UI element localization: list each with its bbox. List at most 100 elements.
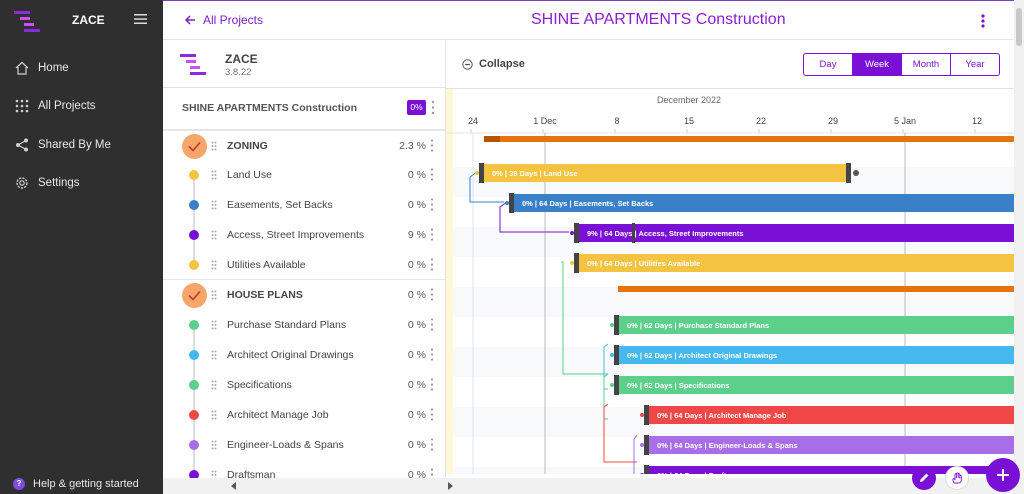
task-more-icon[interactable] bbox=[430, 408, 434, 421]
task-row[interactable]: Land Use 0 % bbox=[163, 160, 446, 205]
more-options-icon[interactable] bbox=[980, 13, 986, 29]
task-progress: 0 % bbox=[407, 439, 426, 451]
task-name: Land Use bbox=[227, 169, 272, 181]
horizontal-scrollbar[interactable] bbox=[163, 478, 1024, 494]
sidebar-item-shared-by-me[interactable]: Shared By Me bbox=[0, 130, 163, 160]
task-group-row[interactable]: ZONING 2.3 % bbox=[163, 130, 446, 160]
task-more-icon[interactable] bbox=[430, 228, 434, 241]
drag-handle-icon[interactable] bbox=[211, 170, 217, 180]
gantt-timeline: December 2022 24 1 Dec 8 15 22 29 5 Jan 12 0% | 3… bbox=[446, 89, 1014, 474]
drag-handle-icon[interactable] bbox=[211, 141, 217, 151]
task-more-icon[interactable] bbox=[430, 348, 434, 361]
zoom-year-button[interactable]: Year bbox=[965, 59, 985, 70]
sidebar-item-all-projects[interactable]: All Projects bbox=[0, 91, 163, 121]
today-band bbox=[446, 89, 453, 474]
scroll-left-icon[interactable] bbox=[231, 482, 237, 490]
divider bbox=[163, 87, 446, 88]
task-more-icon[interactable] bbox=[430, 258, 434, 271]
task-row[interactable]: Access, Street Improvements 9 % bbox=[163, 220, 446, 265]
task-bar[interactable] bbox=[616, 346, 1014, 364]
task-bar[interactable] bbox=[646, 466, 1014, 474]
task-row[interactable]: Utilities Available 0 % bbox=[163, 250, 446, 280]
collapse-button[interactable]: Collapse bbox=[462, 58, 525, 70]
sidebar-item-settings[interactable]: Settings bbox=[0, 168, 163, 198]
scroll-right-icon[interactable] bbox=[447, 482, 453, 490]
add-button[interactable] bbox=[986, 458, 1020, 492]
task-bar[interactable] bbox=[576, 224, 1014, 242]
link-handle bbox=[640, 443, 644, 447]
task-bar[interactable] bbox=[646, 406, 1014, 424]
task-bar[interactable] bbox=[511, 194, 1014, 212]
drag-handle-icon[interactable] bbox=[211, 260, 217, 270]
task-bar-label: 9% | 64 Days | Access, Street Improvemen… bbox=[587, 229, 744, 238]
task-row[interactable]: Purchase Standard Plans 0 % bbox=[163, 310, 446, 355]
summary-progress-zoning bbox=[484, 136, 500, 142]
scrollbar-thumb[interactable] bbox=[1016, 8, 1022, 46]
status-dot bbox=[189, 350, 199, 360]
task-bar[interactable] bbox=[616, 316, 1014, 334]
task-row[interactable]: Easements, Set Backs 0 % bbox=[163, 190, 446, 235]
task-row[interactable]: Specifications 0 % bbox=[163, 370, 446, 415]
task-row[interactable]: Architect Manage Job 0 % bbox=[163, 400, 446, 445]
zoom-level-selector: Day Week Month Year bbox=[803, 53, 1000, 76]
sidebar-item-home[interactable]: Home bbox=[0, 53, 163, 83]
drag-handle-icon[interactable] bbox=[211, 440, 217, 450]
plus-icon bbox=[997, 469, 1009, 481]
zoom-day-button[interactable]: Day bbox=[804, 54, 853, 75]
edit-button[interactable] bbox=[912, 466, 936, 490]
drag-handle-icon[interactable] bbox=[211, 290, 217, 300]
task-more-icon[interactable] bbox=[430, 168, 434, 181]
drag-handle-icon[interactable] bbox=[211, 230, 217, 240]
task-name: Engineer-Loads & Spans bbox=[227, 439, 344, 451]
task-group-row[interactable]: HOUSE PLANS 0 % bbox=[163, 279, 446, 309]
zoom-week-button[interactable]: Week bbox=[853, 54, 902, 75]
zoom-month-button[interactable]: Month bbox=[902, 54, 951, 75]
task-more-icon[interactable] bbox=[430, 438, 434, 451]
task-row[interactable]: Architect Original Drawings 0 % bbox=[163, 340, 446, 385]
drag-handle-icon[interactable] bbox=[211, 380, 217, 390]
task-more-icon[interactable] bbox=[430, 198, 434, 211]
hamburger-menu-icon[interactable] bbox=[134, 13, 147, 25]
task-more-icon[interactable] bbox=[430, 288, 434, 301]
task-more-icon[interactable] bbox=[430, 139, 434, 152]
status-dot bbox=[189, 320, 199, 330]
sidebar-item-label: Home bbox=[38, 62, 69, 74]
drag-handle-icon[interactable] bbox=[211, 350, 217, 360]
link-handle bbox=[570, 261, 574, 265]
header: All Projects SHINE APARTMENTS Constructi… bbox=[163, 0, 1024, 40]
project-more-icon[interactable] bbox=[431, 100, 435, 115]
task-name: ZONING bbox=[227, 140, 268, 152]
vertical-scrollbar[interactable] bbox=[1014, 0, 1024, 494]
row-connector bbox=[193, 445, 195, 475]
task-bar-label: 0% | 62 Days | Architect Original Drawin… bbox=[627, 351, 777, 360]
task-more-icon[interactable] bbox=[430, 318, 434, 331]
group-complete-icon[interactable] bbox=[182, 134, 207, 159]
task-bar[interactable] bbox=[481, 164, 848, 182]
tick-label: 22 bbox=[756, 116, 766, 126]
task-bar[interactable] bbox=[616, 376, 1014, 394]
task-name: Architect Original Drawings bbox=[227, 349, 354, 361]
back-to-all-projects-link[interactable]: All Projects bbox=[185, 13, 263, 27]
help-link[interactable]: ? Help & getting started bbox=[0, 474, 163, 494]
task-row[interactable]: Engineer-Loads & Spans 0 % bbox=[163, 430, 446, 475]
task-progress: 0 % bbox=[407, 319, 426, 331]
group-complete-icon[interactable] bbox=[182, 283, 207, 308]
status-dot bbox=[189, 380, 199, 390]
task-more-icon[interactable] bbox=[430, 378, 434, 391]
progress-marker bbox=[632, 223, 635, 243]
bar-start-handle bbox=[574, 253, 579, 273]
link-handle bbox=[640, 473, 644, 474]
status-dot bbox=[189, 170, 199, 180]
status-dot bbox=[189, 440, 199, 450]
drag-handle-icon[interactable] bbox=[211, 320, 217, 330]
task-bar-label: 0% | 64 Days | Draftsman bbox=[657, 471, 746, 474]
tick-label: 5 Jan bbox=[894, 116, 916, 126]
task-bar[interactable] bbox=[576, 254, 1014, 272]
link-handle bbox=[610, 353, 614, 357]
bar-start-handle bbox=[614, 315, 619, 335]
drag-handle-icon[interactable] bbox=[211, 200, 217, 210]
drag-handle-icon[interactable] bbox=[211, 410, 217, 420]
pan-tool-button[interactable] bbox=[945, 466, 969, 490]
task-bar[interactable] bbox=[646, 436, 1014, 454]
task-progress: 0 % bbox=[407, 199, 426, 211]
